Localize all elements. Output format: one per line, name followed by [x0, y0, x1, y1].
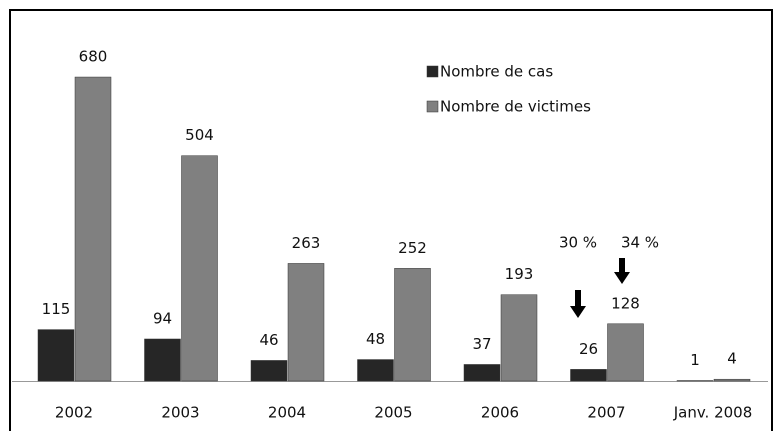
- bar: [607, 323, 644, 382]
- data-label: 46: [259, 331, 278, 349]
- data-label: 252: [398, 239, 427, 257]
- data-label: 128: [611, 294, 640, 312]
- x-tick-label: 2006: [481, 404, 519, 422]
- data-label: 263: [292, 234, 321, 252]
- x-tick-label: 2005: [374, 404, 412, 422]
- bar: [570, 369, 607, 382]
- bar: [181, 155, 218, 382]
- x-tick-label: 2004: [268, 404, 306, 422]
- data-label: 115: [42, 300, 71, 318]
- bar: [250, 360, 288, 382]
- legend-label: Nombre de cas: [440, 63, 553, 81]
- annotation: 30 %: [559, 234, 597, 252]
- data-label: 48: [366, 330, 385, 348]
- bar: [287, 263, 325, 382]
- x-tick-label: 2002: [55, 404, 93, 422]
- data-label: 504: [185, 126, 214, 144]
- bar: [144, 338, 181, 382]
- bar: [357, 359, 394, 382]
- bar: [500, 294, 538, 382]
- arrow: [614, 258, 630, 284]
- data-label: 94: [153, 309, 172, 327]
- data-label: 680: [79, 48, 108, 66]
- x-tick-label: 2007: [587, 404, 625, 422]
- bar: [37, 329, 75, 382]
- data-label: 193: [505, 265, 534, 283]
- bar: [74, 76, 112, 382]
- bar: [394, 268, 431, 382]
- legend-swatch: [426, 100, 439, 113]
- bar: [713, 378, 751, 382]
- data-label: 37: [472, 335, 491, 353]
- x-tick-label: 2003: [161, 404, 199, 422]
- annotation: 34 %: [621, 234, 659, 252]
- data-label: 26: [579, 340, 598, 358]
- legend-swatch: [426, 65, 439, 78]
- bar: [463, 364, 501, 382]
- data-label: 1: [690, 351, 700, 369]
- arrow: [570, 290, 586, 318]
- legend-label: Nombre de victimes: [440, 98, 591, 116]
- frame: [9, 9, 773, 431]
- x-tick-label: Janv. 2008: [673, 404, 753, 422]
- data-label: 4: [727, 350, 737, 368]
